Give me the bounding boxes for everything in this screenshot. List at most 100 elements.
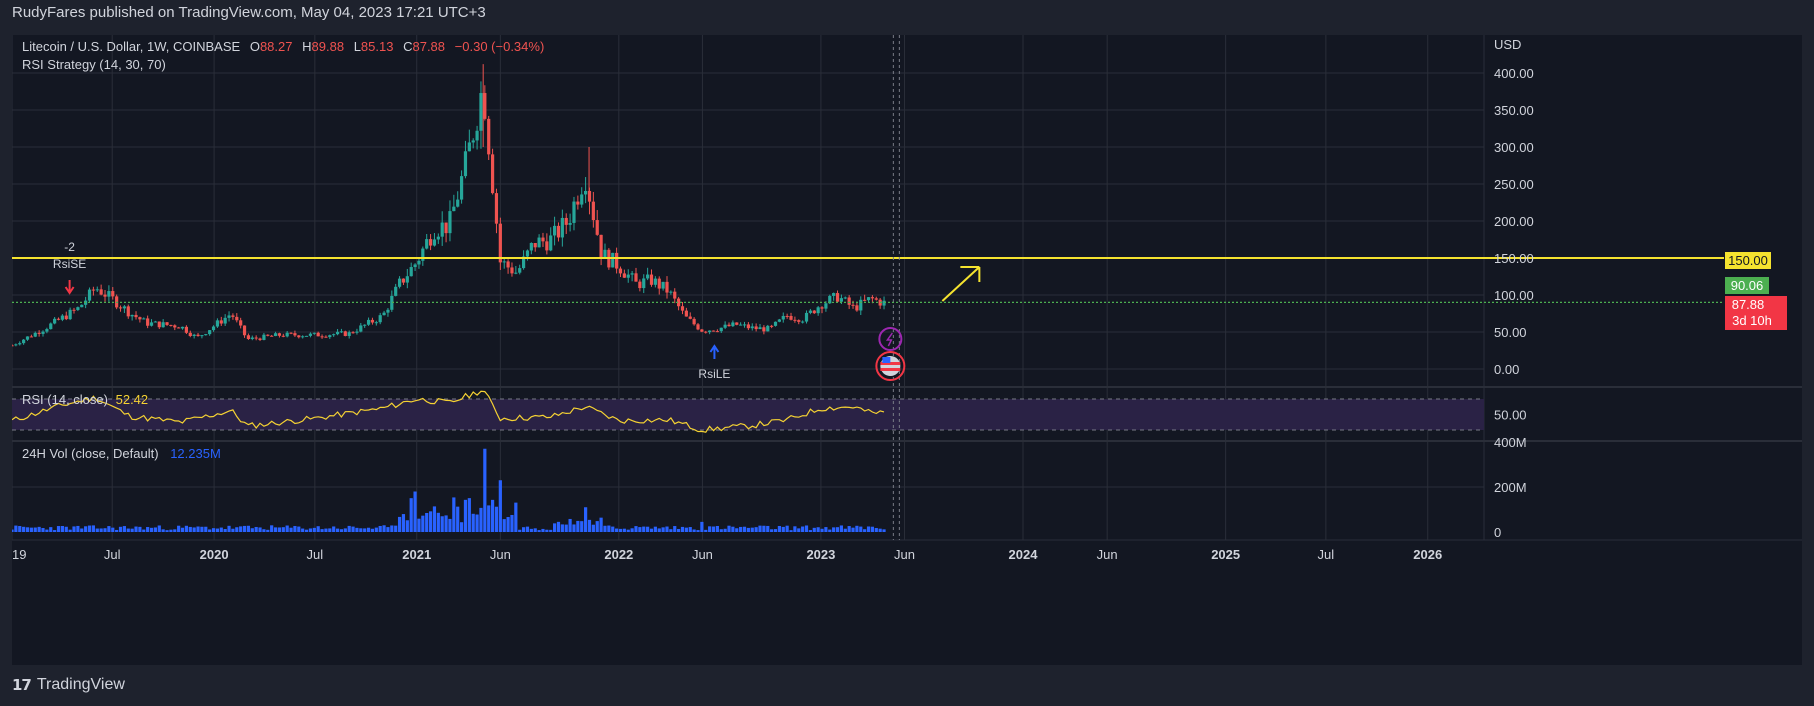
candle-body[interactable] <box>770 325 774 327</box>
volume-bar[interactable] <box>115 529 119 532</box>
volume-bar[interactable] <box>301 528 305 532</box>
candle-body[interactable] <box>223 317 227 324</box>
volume-bar[interactable] <box>552 523 557 532</box>
candle-body[interactable] <box>363 324 367 326</box>
candle-body[interactable] <box>584 190 588 195</box>
candle-body[interactable] <box>250 337 254 339</box>
candle-body[interactable] <box>704 331 708 333</box>
volume-bar[interactable] <box>467 498 471 532</box>
volume-bar[interactable] <box>165 530 169 532</box>
candle-body[interactable] <box>87 289 92 301</box>
candle-body[interactable] <box>111 291 115 297</box>
volume-bar[interactable] <box>335 528 340 532</box>
candle-body[interactable] <box>742 324 747 326</box>
candle-body[interactable] <box>239 320 243 326</box>
volume-bar[interactable] <box>537 530 541 532</box>
candle-body[interactable] <box>153 321 158 323</box>
candle-body[interactable] <box>529 242 533 251</box>
volume-bar[interactable] <box>781 526 785 532</box>
candle-body[interactable] <box>576 201 580 205</box>
volume-bar[interactable] <box>545 529 549 532</box>
volume-bar[interactable] <box>312 527 316 532</box>
candle-body[interactable] <box>773 321 778 326</box>
volume-bar[interactable] <box>103 528 107 532</box>
candle-body[interactable] <box>506 261 510 268</box>
volume-bar[interactable] <box>564 524 568 532</box>
candle-body[interactable] <box>180 326 185 329</box>
projection-arrow-icon[interactable] <box>941 266 981 302</box>
volume-bar[interactable] <box>863 529 867 532</box>
candle-body[interactable] <box>266 334 270 336</box>
volume-bar[interactable] <box>568 518 572 532</box>
candle-body[interactable] <box>184 326 189 333</box>
candle-body[interactable] <box>494 193 499 224</box>
candle-body[interactable] <box>828 295 832 304</box>
candle-body[interactable] <box>401 278 406 283</box>
candle-body[interactable] <box>149 322 154 326</box>
candle-body[interactable] <box>882 300 886 306</box>
volume-bar[interactable] <box>270 525 274 532</box>
volume-bar[interactable] <box>498 480 502 532</box>
candle-body[interactable] <box>304 335 309 337</box>
volume-bar[interactable] <box>366 527 371 532</box>
candle-body[interactable] <box>475 130 479 141</box>
volume-bar[interactable] <box>692 529 696 532</box>
volume-bar[interactable] <box>770 529 774 532</box>
candle-body[interactable] <box>169 324 173 326</box>
candle-body[interactable] <box>246 335 251 339</box>
volume-bar[interactable] <box>324 528 328 532</box>
candle-body[interactable] <box>665 281 669 293</box>
volume-bar[interactable] <box>417 518 421 532</box>
candle-body[interactable] <box>277 333 282 336</box>
volume-bar[interactable] <box>386 527 390 532</box>
volume-bar[interactable] <box>839 525 844 532</box>
candle-body[interactable] <box>324 336 328 338</box>
volume-bar[interactable] <box>835 527 840 532</box>
volume-bar[interactable] <box>673 526 677 532</box>
candle-body[interactable] <box>242 325 247 336</box>
candle-body[interactable] <box>200 335 204 337</box>
candle-body[interactable] <box>211 326 216 331</box>
volume-bar[interactable] <box>440 516 444 532</box>
candle-body[interactable] <box>45 329 49 332</box>
volume-bar[interactable] <box>758 525 762 532</box>
volume-bar[interactable] <box>708 526 712 532</box>
candle-body[interactable] <box>428 239 433 246</box>
volume-bar[interactable] <box>231 528 235 532</box>
chart-area[interactable]: -2 RsiSE RsiLE 19 Jul 2020 Jul 2021 Jun 2022 Jun 2… <box>10 35 1802 665</box>
candle-body[interactable] <box>801 321 805 323</box>
volume-bar[interactable] <box>572 524 576 532</box>
volume-bar[interactable] <box>657 528 661 532</box>
volume-bar[interactable] <box>832 527 836 532</box>
volume-bar[interactable] <box>456 506 460 532</box>
volume-bar[interactable] <box>541 528 545 532</box>
volume-bar[interactable] <box>374 527 378 532</box>
event-us-flag-icon[interactable] <box>875 351 906 381</box>
candle-body[interactable] <box>394 286 398 296</box>
candle-body[interactable] <box>735 322 739 325</box>
volume-bar[interactable] <box>494 506 499 532</box>
candle-body[interactable] <box>235 316 239 321</box>
volume-bar[interactable] <box>533 528 537 532</box>
candle-body[interactable] <box>262 334 266 340</box>
volume-bar[interactable] <box>560 524 564 532</box>
volume-bar[interactable] <box>812 527 816 532</box>
volume-bar[interactable] <box>339 529 344 532</box>
candle-body[interactable] <box>72 309 76 311</box>
volume-bar[interactable] <box>521 527 526 532</box>
candle-body[interactable] <box>622 273 626 278</box>
volume-bar[interactable] <box>142 529 146 532</box>
volume-bar[interactable] <box>444 515 448 532</box>
candle-body[interactable] <box>541 237 545 242</box>
candle-body[interactable] <box>688 316 692 319</box>
candle-body[interactable] <box>727 324 731 327</box>
volume-bar[interactable] <box>828 529 832 532</box>
candle-body[interactable] <box>432 239 437 246</box>
candle-body[interactable] <box>421 248 425 261</box>
volume-bar[interactable] <box>111 527 115 532</box>
volume-bar[interactable] <box>250 528 254 532</box>
candle-body[interactable] <box>832 293 836 296</box>
candle-body[interactable] <box>308 333 313 336</box>
volume-bar[interactable] <box>281 527 285 532</box>
candle-body[interactable] <box>521 256 526 269</box>
